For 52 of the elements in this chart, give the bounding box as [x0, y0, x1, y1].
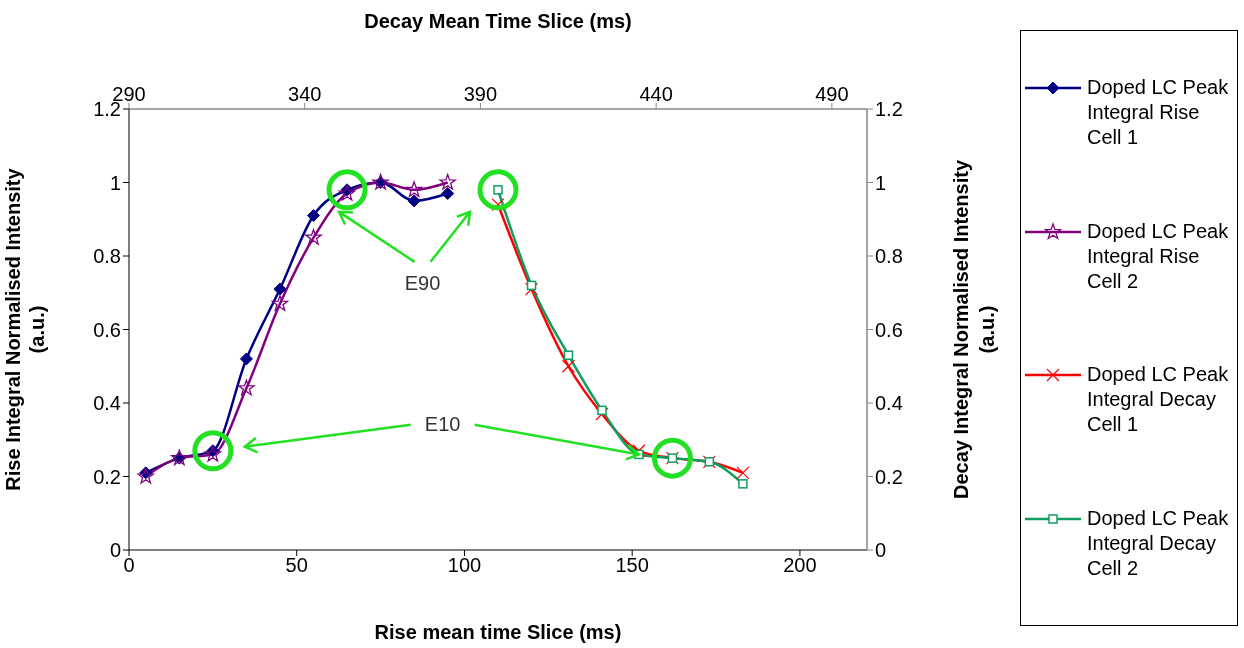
point	[561, 359, 576, 373]
point	[405, 181, 423, 197]
y2-axis-title: Decay Integral Normalised Intensity (a.u.)	[950, 159, 998, 500]
y2-tick-label: 0	[875, 539, 887, 562]
y-tick-label: 0.8	[93, 245, 121, 268]
x-tick-label: 150	[615, 554, 649, 577]
legend-label: Doped LC Peak Integral Decay Cell 1	[1087, 362, 1230, 438]
point	[597, 405, 607, 416]
point	[441, 187, 455, 201]
point	[271, 295, 289, 311]
point	[491, 197, 505, 212]
point	[307, 209, 320, 223]
point	[524, 282, 539, 296]
y-tick-label: 0.6	[93, 318, 121, 341]
point	[273, 282, 287, 296]
x-axis-title: Rise mean time Slice (ms)	[374, 621, 622, 643]
x2-tick-label: 440	[639, 83, 673, 105]
point	[526, 280, 537, 291]
y-axis-title: Rise Integral Normalised Intensity (a.u.)	[2, 167, 48, 491]
point	[407, 194, 421, 208]
point	[595, 407, 609, 421]
x2-tick-label: 340	[288, 83, 322, 105]
y2-tick-label: 0.2	[875, 465, 903, 488]
annotation: E10	[424, 412, 461, 435]
point	[137, 467, 155, 484]
x-tick-label: 50	[285, 554, 308, 577]
y2-tick-label: 0.8	[875, 245, 903, 268]
y-tick-label: 0.2	[93, 465, 121, 488]
legend-label: Doped LC Peak Integral Rise Cell 2	[1087, 218, 1230, 294]
x2-axis-title: Decay Mean Time Slice (ms)	[364, 10, 632, 33]
x-tick-label: 0	[123, 554, 135, 577]
point	[563, 350, 574, 360]
legend-label: Doped LC Peak Integral Rise Cell 1	[1087, 75, 1230, 151]
y-tick-label: 0	[109, 539, 121, 562]
x2-tick-label: 490	[815, 83, 849, 105]
y2-tick-label: 0.4	[875, 392, 903, 415]
y-tick-label: 0.4	[93, 392, 121, 415]
point	[239, 352, 253, 366]
y-tick-label: 1	[109, 171, 121, 194]
point	[439, 173, 456, 190]
point	[738, 479, 748, 489]
point	[736, 466, 750, 480]
x-tick-label: 200	[783, 554, 817, 577]
y2-tick-label: 1.2	[875, 98, 903, 121]
x-tick-label: 100	[447, 554, 482, 577]
x2-tick-label: 390	[463, 83, 498, 105]
y2-tick-label: 0.6	[875, 318, 903, 341]
y2-tick-label: 1	[875, 171, 887, 194]
legend-label: Doped LC Peak Integral Decay Cell 2	[1087, 505, 1230, 581]
point	[238, 379, 255, 396]
annotation: E90	[404, 271, 441, 294]
point	[305, 228, 322, 245]
